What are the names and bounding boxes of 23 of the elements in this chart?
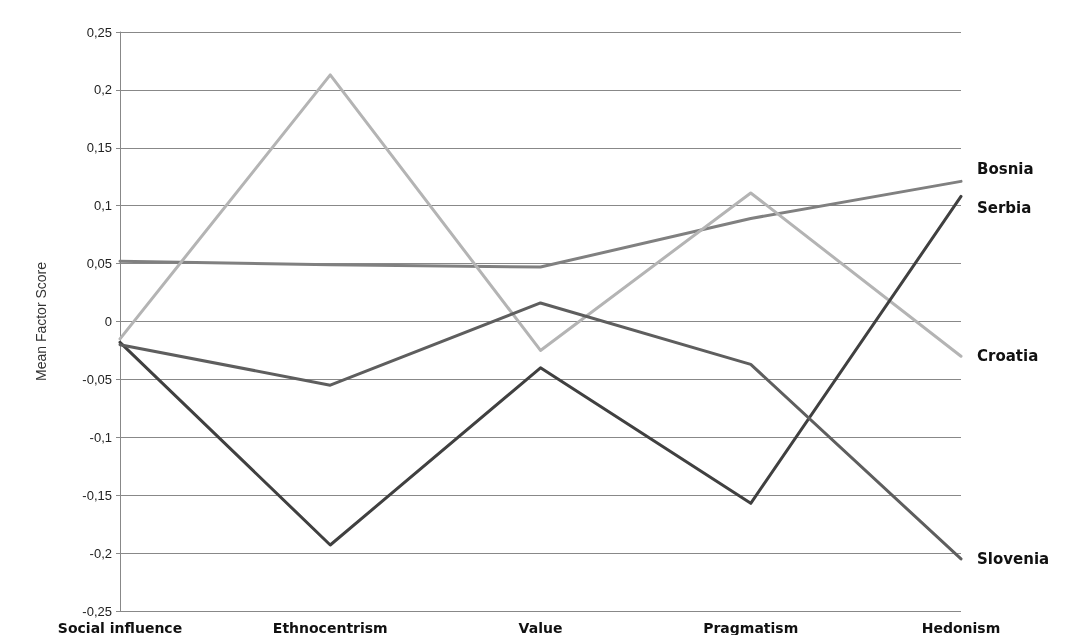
x-tick-label: Value bbox=[518, 620, 563, 635]
y-tick-label: -0,25 bbox=[82, 603, 112, 619]
line-series bbox=[118, 73, 963, 358]
x-tick-label: Social influence bbox=[57, 620, 183, 635]
y-tick-label: 0,1 bbox=[93, 198, 112, 214]
y-tick-label: -0,05 bbox=[82, 371, 112, 387]
y-tick-label: 0,2 bbox=[93, 82, 112, 98]
series-label: Bosnia bbox=[977, 160, 1034, 179]
series-label: Croatia bbox=[977, 347, 1039, 366]
x-tick-label: Ethnocentrism bbox=[272, 620, 388, 635]
line-series bbox=[118, 301, 963, 561]
y-tick-label: 0,05 bbox=[86, 256, 112, 272]
series-label: Serbia bbox=[977, 199, 1032, 218]
y-tick-label: -0,1 bbox=[89, 429, 112, 445]
y-tick-label: -0,2 bbox=[89, 545, 112, 561]
y-tick-label: 0,25 bbox=[86, 24, 112, 40]
series-label: Slovenia bbox=[977, 549, 1050, 568]
y-axis-title: Mean Factor Score bbox=[33, 261, 49, 382]
line-series bbox=[118, 194, 963, 547]
y-tick-label: 0 bbox=[104, 314, 112, 329]
y-tick-label: -0,15 bbox=[82, 487, 112, 503]
x-tick-label: Hedonism bbox=[921, 620, 1001, 635]
y-tick-label: 0,15 bbox=[86, 140, 112, 156]
